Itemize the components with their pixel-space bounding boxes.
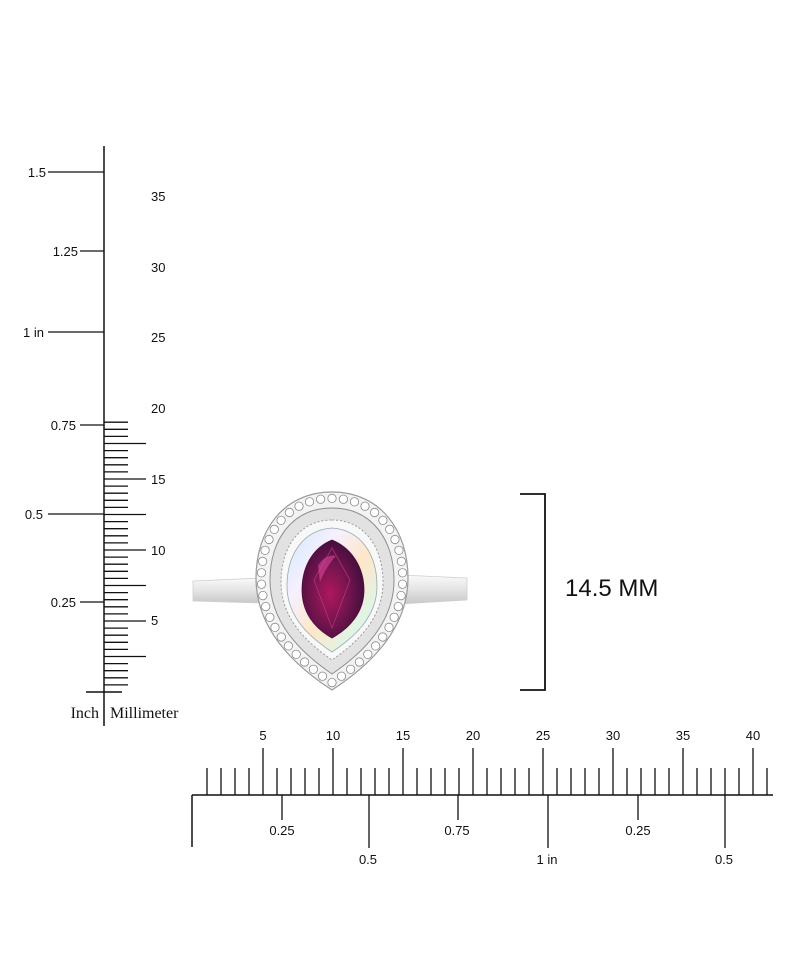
halo-diamond	[308, 664, 318, 674]
halo-diamonds	[256, 493, 408, 688]
h-in-label-1in: 1 in	[537, 852, 558, 867]
h-mm-label-35: 35	[676, 728, 690, 743]
halo-diamond	[276, 632, 286, 642]
halo-diamond	[256, 579, 267, 589]
v-mm-label-35: 35	[151, 189, 165, 204]
halo-diamond	[299, 657, 310, 667]
v-in-label-1.25: 1.25	[53, 244, 78, 259]
dimension-bracket	[520, 493, 546, 691]
v-in-label-0.25: 0.25	[51, 595, 76, 610]
halo-diamond	[390, 534, 400, 545]
h-mm-label-40: 40	[746, 728, 760, 743]
halo-diamond	[349, 497, 360, 507]
h-in-label-0.25b: 0.25	[625, 823, 650, 838]
h-in-label-0.25a: 0.25	[269, 823, 294, 838]
halo-diamond	[389, 612, 399, 622]
halo-diamond	[269, 524, 279, 535]
halo-diamond	[283, 641, 293, 651]
vertical-mm-ticks	[104, 421, 146, 686]
halo-diamond	[261, 601, 271, 612]
halo-diamond	[394, 545, 404, 555]
center-stone	[301, 539, 365, 639]
halo-diamond	[363, 649, 373, 659]
halo-diamond	[294, 501, 304, 511]
halo-diamond	[291, 649, 301, 659]
v-in-label-0.5: 0.5	[25, 507, 43, 522]
h-in-label-0.5b: 0.5	[715, 852, 733, 867]
height-dimension: 14.5 MM	[520, 493, 658, 691]
halo-diamond	[384, 622, 394, 633]
halo-diamond	[370, 641, 381, 651]
halo-diamond	[258, 590, 268, 601]
halo-diamond	[327, 493, 337, 503]
halo-diamond	[360, 501, 370, 511]
halo-diamond	[270, 622, 280, 633]
pear-halo-ring-icon	[192, 491, 468, 691]
vertical-inch-ticks	[48, 171, 104, 603]
h-mm-label-15: 15	[396, 728, 410, 743]
h-mm-label-30: 30	[606, 728, 620, 743]
dimension-label: 14.5 MM	[565, 575, 658, 602]
halo-diamond	[378, 515, 388, 525]
v-mm-label-25: 25	[151, 330, 165, 345]
h-mm-label-20: 20	[466, 728, 480, 743]
halo-diamond	[304, 497, 315, 507]
halo-diamond	[315, 494, 326, 504]
halo-diamond	[397, 568, 408, 578]
v-in-label-1in: 1 in	[23, 325, 44, 340]
halo-diamond	[397, 579, 408, 589]
halo-diamond	[265, 612, 275, 622]
ring-band	[192, 577, 263, 604]
v-mm-label-15: 15	[151, 472, 165, 487]
halo-diamond	[354, 657, 364, 667]
horizontal-ruler: 5 10 15 20 25 30 35 40 0.25 0.5 0.75 1 i…	[191, 728, 773, 867]
halo-diamond	[345, 664, 356, 674]
halo-diamond	[257, 556, 268, 567]
h-mm-label-25: 25	[536, 728, 550, 743]
v-mm-label-30: 30	[151, 260, 165, 275]
h-mm-label-5: 5	[259, 728, 266, 743]
halo-diamond	[256, 568, 267, 578]
halo-diamond	[264, 534, 274, 545]
unit-inch-label: Inch	[71, 705, 99, 722]
halo-diamond	[336, 671, 347, 681]
v-mm-label-10: 10	[151, 543, 165, 558]
h-mm-label-10: 10	[326, 728, 340, 743]
halo-diamond	[317, 671, 328, 681]
halo-diamond	[338, 494, 348, 504]
h-in-label-0.75: 0.75	[444, 823, 469, 838]
v-in-label-1.5: 1.5	[28, 165, 46, 180]
halo-diamond	[327, 677, 337, 688]
halo-diamond	[385, 524, 395, 535]
v-mm-label-20: 20	[151, 401, 165, 416]
halo-diamond	[369, 507, 380, 518]
halo-diamond	[396, 590, 406, 601]
ring-band-right	[399, 574, 468, 605]
halo-diamond	[393, 601, 403, 612]
stone-highlight	[318, 555, 336, 582]
halo-diamond	[260, 545, 270, 555]
v-in-label-0.75: 0.75	[51, 418, 76, 433]
v-mm-label-5: 5	[151, 613, 158, 628]
halo-diamond	[378, 632, 388, 642]
vertical-ruler: 5 10 15 20 25 30 35 0.25 0.5 0.75 1 in 1…	[23, 146, 179, 726]
horizontal-inch-ticks	[281, 795, 726, 848]
horizontal-mm-ticks	[206, 748, 768, 795]
h-in-label-0.5a: 0.5	[359, 852, 377, 867]
unit-mm-label: Millimeter	[110, 705, 179, 722]
halo-diamond	[396, 556, 406, 567]
halo-diamond	[284, 507, 294, 518]
halo-diamond	[276, 515, 286, 525]
